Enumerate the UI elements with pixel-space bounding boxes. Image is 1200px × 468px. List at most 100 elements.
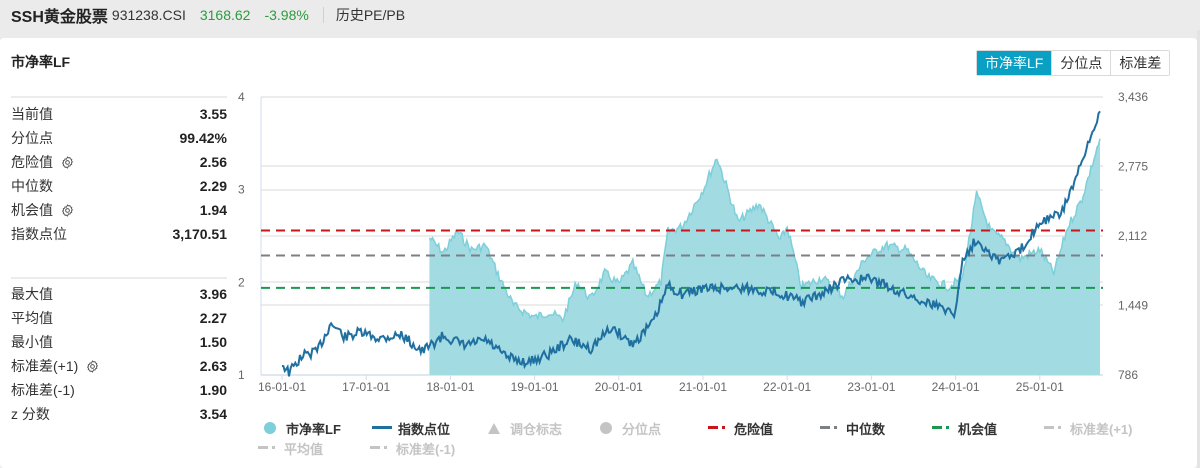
stat-label: 最小值	[11, 332, 53, 352]
x-tick-label: 25-01-01	[1016, 380, 1064, 394]
stat-value: 3.96	[199, 286, 227, 302]
toggle-percentile-button[interactable]: 分位点	[1051, 51, 1111, 75]
stat-row: 标准差(-1) 1.90	[11, 378, 227, 402]
stat-label-text: 中位数	[11, 178, 53, 194]
dashed-line-icon	[370, 446, 390, 450]
gear-icon[interactable]	[86, 359, 99, 373]
history-pe-pb-link[interactable]: 历史PE/PB	[335, 7, 406, 23]
legend-label: 市净率LF	[286, 421, 341, 437]
legend-item[interactable]: 平均值	[258, 439, 370, 458]
dashed-line-icon	[1044, 426, 1064, 430]
triangle-icon	[484, 422, 504, 434]
legend-item[interactable]: 市净率LF	[260, 419, 372, 438]
stat-value: 2.56	[199, 154, 227, 170]
legend-item[interactable]: 机会值	[932, 419, 1044, 438]
y-left-tick: 4	[238, 90, 245, 104]
legend-label: 中位数	[846, 421, 886, 437]
stat-label: 平均值	[11, 308, 53, 328]
stat-label: 指数点位	[11, 224, 67, 244]
legend-item[interactable]: 分位点	[596, 419, 708, 438]
x-tick-label: 21-01-01	[679, 380, 727, 394]
stats-historical: 最大值 3.96 平均值 2.27 最小值 1.50 标准差(+1) 2.63 标准差(-1) 1…	[11, 277, 227, 426]
stat-value: 2.27	[199, 310, 227, 326]
dashed-line-icon	[258, 446, 278, 450]
x-tick-label: 19-01-01	[511, 380, 559, 394]
legend-item[interactable]: 调仓标志	[484, 419, 596, 438]
stat-row: 当前值 3.55	[11, 102, 227, 126]
stat-value: 2.63	[199, 358, 227, 374]
y-right-tick: 1,449	[1118, 298, 1148, 312]
stat-label: 标准差(+1)	[11, 356, 99, 376]
stat-value: 1.90	[199, 382, 227, 398]
index-price: 3168.62	[199, 7, 251, 23]
stat-label-text: 标准差(+1)	[11, 358, 79, 374]
x-tick-label: 22-01-01	[763, 380, 811, 394]
y-left-tick: 1	[238, 368, 245, 382]
dashed-line-icon	[932, 426, 952, 430]
pb-line	[428, 138, 1101, 323]
legend-label: 危险值	[734, 421, 774, 437]
circle-icon	[260, 421, 280, 435]
legend-item[interactable]: 中位数	[820, 419, 932, 438]
legend-label: 指数点位	[398, 421, 451, 437]
stat-row: z 分数 3.54	[11, 402, 227, 426]
y-right-tick: 2,112	[1118, 229, 1147, 243]
stat-label: 当前值	[11, 104, 53, 124]
legend-item[interactable]: 标准差(-1)	[370, 439, 482, 458]
index-change: -3.98%	[264, 7, 309, 23]
legend-item[interactable]: 指数点位	[372, 419, 484, 438]
stat-row: 机会值 1.94	[11, 198, 227, 222]
stat-label-text: 指数点位	[11, 226, 67, 242]
stat-row: 分位点 99.42%	[11, 126, 227, 150]
stat-label: 危险值	[11, 152, 74, 172]
stat-label-text: 危险值	[11, 154, 53, 170]
stat-value: 3,170.51	[172, 226, 228, 242]
y-right-tick: 786	[1118, 368, 1138, 382]
legend-label: 标准差(+1)	[1070, 421, 1133, 437]
x-tick-label: 24-01-01	[932, 380, 980, 394]
stat-label: 分位点	[11, 128, 53, 148]
stat-label-text: 机会值	[11, 202, 53, 218]
gear-icon[interactable]	[61, 203, 74, 217]
pb-chart: 1 2 3 4 786 1,449 2,112 2,775 3,436 16-01-01 17-01…	[238, 90, 1148, 394]
valuation-card: 市净率LF 当前值 3.55 分位点 99.42% 危险值 2.56 中位数 2.29 机会值 1…	[0, 38, 1197, 468]
x-tick-label: 20-01-01	[595, 380, 643, 394]
stat-label-text: 最小值	[11, 334, 53, 350]
stat-label-text: 当前值	[11, 106, 53, 122]
stat-row: 最小值 1.50	[11, 330, 227, 354]
line-icon	[372, 426, 392, 430]
toggle-pb-button[interactable]: 市净率LF	[977, 51, 1052, 75]
legend-label: 分位点	[622, 421, 662, 437]
stat-label: 最大值	[11, 284, 53, 304]
circle-icon	[596, 421, 616, 435]
stat-value: 1.50	[199, 334, 227, 350]
stat-row: 最大值 3.96	[11, 282, 227, 306]
stat-label-text: 分位点	[11, 130, 53, 146]
stat-label-text: 最大值	[11, 286, 53, 302]
legend-row: 市净率LF 指数点位 调仓标志 分位点 危险值 中位数 机会值 标准差(+1)	[260, 418, 1158, 438]
gear-icon[interactable]	[61, 155, 74, 169]
card-title: 市净率LF	[11, 54, 71, 70]
index-name: SSH黄金股票	[11, 9, 108, 26]
legend-label: 标准差(-1)	[396, 441, 456, 457]
stat-value: 2.29	[199, 178, 227, 194]
stat-label-text: z 分数	[11, 406, 50, 422]
stat-row: 平均值 2.27	[11, 306, 227, 330]
stat-value: 1.94	[199, 202, 227, 218]
legend-item[interactable]: 标准差(+1)	[1044, 419, 1156, 438]
pb-area	[429, 138, 1100, 375]
stat-value: 99.42%	[179, 130, 227, 146]
x-tick-label: 18-01-01	[426, 380, 474, 394]
toggle-stddev-button[interactable]: 标准差	[1110, 51, 1170, 75]
x-tick-label: 23-01-01	[847, 380, 895, 394]
y-right-tick: 3,436	[1118, 90, 1148, 104]
legend-label: 平均值	[284, 441, 324, 457]
scrollbar-track[interactable]	[1197, 30, 1200, 468]
stat-label: z 分数	[11, 404, 50, 424]
legend-item[interactable]: 危险值	[708, 419, 820, 438]
stat-row: 危险值 2.56	[11, 150, 227, 174]
y-right-tick: 2,775	[1118, 159, 1148, 173]
stat-row: 中位数 2.29	[11, 174, 227, 198]
dashed-line-icon	[708, 426, 728, 430]
stat-label-text: 平均值	[11, 310, 53, 326]
